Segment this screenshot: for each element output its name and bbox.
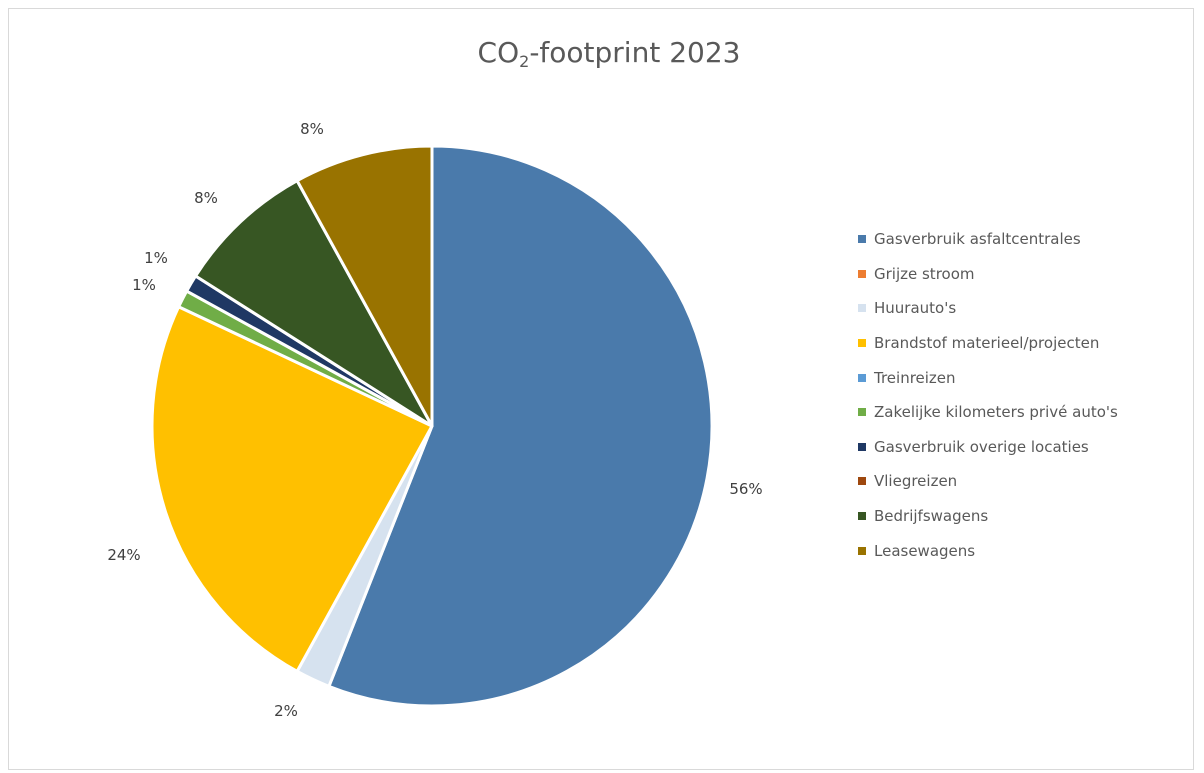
legend-item-gasverbruik-asfaltcentrales: Gasverbruik asfaltcentrales: [858, 222, 1198, 257]
legend-label: Gasverbruik overige locaties: [874, 437, 1089, 456]
legend-swatch: [858, 408, 866, 417]
legend-item-zakelijke-kilometers-priv-auto-s: Zakelijke kilometers privé auto's: [858, 395, 1198, 430]
legend-swatch: [858, 339, 866, 348]
legend-item-bedrijfswagens: Bedrijfswagens: [858, 499, 1198, 534]
legend-item-leasewagens: Leasewagens: [858, 533, 1198, 568]
data-label-gasverbruik-asfaltcentrales: 56%: [729, 480, 762, 498]
legend-label: Bedrijfswagens: [874, 507, 989, 526]
legend-label: Zakelijke kilometers privé auto's: [874, 403, 1118, 422]
pie-data-labels: 56% 2% 24% 1% 1% 8% 8%: [107, 120, 762, 720]
chart-title-subscript: 2: [519, 52, 530, 71]
legend: Gasverbruik asfaltcentrales Grijze stroom…: [858, 222, 1198, 568]
pie-slice-gasverbruik-asfaltcentrales: [327, 144, 714, 708]
data-label-leasewagens: 8%: [300, 120, 324, 138]
legend-swatch: [858, 235, 866, 244]
legend-item-huurauto-s: Huurauto's: [858, 291, 1198, 326]
legend-label: Treinreizen: [874, 368, 956, 387]
data-label-bedrijfswagens: 8%: [194, 189, 218, 207]
legend-label: Huurauto's: [874, 299, 957, 318]
pie-slice-leasewagens: [295, 144, 434, 428]
legend-label: Gasverbruik asfaltcentrales: [874, 230, 1081, 249]
legend-swatch: [858, 304, 866, 313]
data-label-huurauto-s: 2%: [274, 702, 298, 720]
legend-item-grijze-stroom: Grijze stroom: [858, 257, 1198, 292]
legend-label: Brandstof materieel/projecten: [874, 334, 1100, 353]
legend-label: Vliegreizen: [874, 472, 958, 491]
data-label-gasverbruik-overige-locaties: 1%: [144, 249, 168, 267]
legend-item-gasverbruik-overige-locaties: Gasverbruik overige locaties: [858, 430, 1198, 465]
chart-title-main: CO: [477, 36, 520, 69]
legend-swatch: [858, 512, 866, 521]
legend-item-treinreizen: Treinreizen: [858, 360, 1198, 395]
pie-slice-bedrijfswagens: [194, 179, 434, 428]
legend-swatch: [858, 269, 866, 278]
legend-swatch: [858, 546, 866, 555]
legend-label: Leasewagens: [874, 541, 976, 560]
legend-swatch: [858, 477, 866, 486]
data-label-zakelijke-kilometers-priv-auto-s: 1%: [132, 276, 156, 294]
legend-item-vliegreizen: Vliegreizen: [858, 464, 1198, 499]
pie-slice-brandstof-materieel-projecten: [150, 305, 434, 673]
chart-title-rest: -footprint 2023: [529, 36, 741, 69]
data-label-brandstof-materieel-projecten: 24%: [107, 546, 140, 564]
chart-title: CO2-footprint 2023: [0, 36, 1204, 71]
pie-slices: [150, 144, 714, 708]
legend-label: Grijze stroom: [874, 264, 975, 283]
legend-item-brandstof-materieel-projecten: Brandstof materieel/projecten: [858, 326, 1198, 361]
legend-swatch: [858, 442, 866, 451]
legend-swatch: [858, 373, 866, 382]
